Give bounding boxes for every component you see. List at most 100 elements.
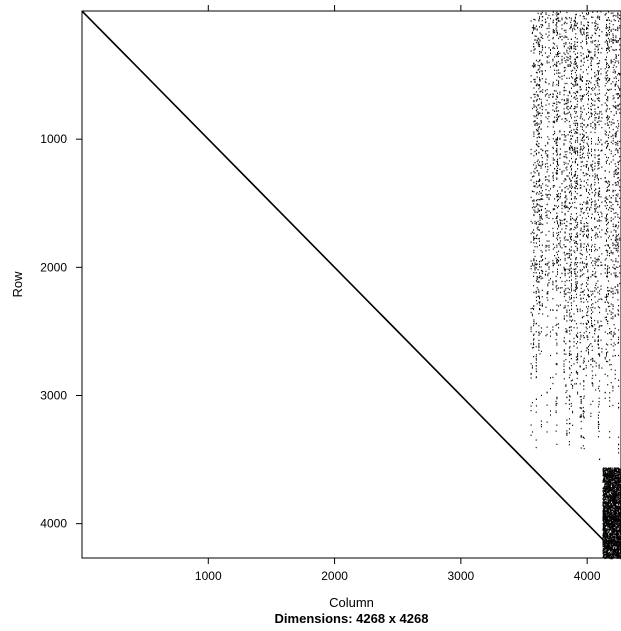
nonzero-entry <box>596 63 598 65</box>
nonzero-entry <box>533 308 535 310</box>
nonzero-entry <box>567 257 569 259</box>
nonzero-entry <box>561 134 563 136</box>
nonzero-entry <box>599 141 601 143</box>
nonzero-entry <box>531 431 533 433</box>
nonzero-entry <box>606 522 608 524</box>
nonzero-entry <box>533 258 535 260</box>
nonzero-entry <box>585 174 587 176</box>
nonzero-entry <box>594 217 596 219</box>
nonzero-entry <box>579 187 581 189</box>
nonzero-entry <box>586 266 587 268</box>
nonzero-entry <box>557 13 558 15</box>
nonzero-entry <box>573 20 575 22</box>
nonzero-entry <box>587 136 589 138</box>
nonzero-entry <box>531 402 533 404</box>
nonzero-entry <box>597 258 599 260</box>
nonzero-entry <box>552 162 554 164</box>
nonzero-entry <box>610 333 612 335</box>
nonzero-entry <box>597 16 599 18</box>
nonzero-entry <box>540 269 542 272</box>
nonzero-entry <box>530 268 532 270</box>
nonzero-entry <box>548 244 550 247</box>
nonzero-entry <box>563 218 565 221</box>
nonzero-entry <box>574 141 576 143</box>
nonzero-entry <box>606 34 608 37</box>
nonzero-entry <box>604 301 606 303</box>
nonzero-entry <box>572 202 574 204</box>
nonzero-entry <box>540 232 542 234</box>
nonzero-entry <box>534 27 536 29</box>
nonzero-entry <box>603 509 605 511</box>
nonzero-entry <box>577 100 579 102</box>
nonzero-entry <box>554 198 556 200</box>
nonzero-entry <box>588 13 589 15</box>
nonzero-entry <box>533 275 535 277</box>
nonzero-entry <box>609 201 611 203</box>
nonzero-entry <box>583 416 585 418</box>
nonzero-entry <box>569 92 571 94</box>
nonzero-entry <box>557 190 558 192</box>
nonzero-entry <box>586 80 587 82</box>
nonzero-entry <box>567 108 569 111</box>
nonzero-entry <box>552 47 554 49</box>
nonzero-entry <box>587 319 589 322</box>
nonzero-entry <box>577 132 579 134</box>
nonzero-entry <box>588 145 589 147</box>
nonzero-entry <box>536 76 538 78</box>
nonzero-entry <box>538 88 540 90</box>
nonzero-entry <box>539 123 541 125</box>
nonzero-entry <box>607 189 609 191</box>
nonzero-entry <box>608 79 610 81</box>
nonzero-entry <box>612 105 614 107</box>
nonzero-entry <box>575 281 577 283</box>
nonzero-entry <box>576 38 578 40</box>
nonzero-entry <box>557 268 558 270</box>
nonzero-entry <box>589 344 591 346</box>
nonzero-entry <box>608 252 610 255</box>
nonzero-entry <box>597 23 599 26</box>
nonzero-entry <box>570 275 572 277</box>
nonzero-entry <box>612 296 614 299</box>
nonzero-entry <box>598 367 600 369</box>
nonzero-entry <box>606 505 608 507</box>
nonzero-entry <box>574 383 576 385</box>
nonzero-entry <box>587 336 589 338</box>
nonzero-entry <box>583 180 585 182</box>
nonzero-entry <box>534 64 536 66</box>
nonzero-entry <box>533 26 535 28</box>
nonzero-entry <box>580 334 582 336</box>
nonzero-entry <box>538 349 540 351</box>
nonzero-entry <box>567 287 569 289</box>
nonzero-entry <box>597 406 599 408</box>
nonzero-entry <box>557 215 558 217</box>
nonzero-entry <box>609 532 611 534</box>
nonzero-entry <box>597 260 599 262</box>
nonzero-entry <box>617 41 619 43</box>
nonzero-entry <box>539 132 540 135</box>
nonzero-entry <box>569 265 571 267</box>
nonzero-entry <box>580 227 582 229</box>
nonzero-entry <box>572 217 574 219</box>
nonzero-entry <box>531 262 533 265</box>
nonzero-entry <box>580 161 582 163</box>
nonzero-entry <box>613 342 615 344</box>
nonzero-entry <box>594 250 596 252</box>
nonzero-entry <box>608 538 610 541</box>
nonzero-entry <box>587 338 589 341</box>
nonzero-entry <box>541 70 543 72</box>
nonzero-entry <box>603 479 605 481</box>
nonzero-entry <box>603 525 604 527</box>
nonzero-entry <box>590 56 592 59</box>
nonzero-entry <box>566 157 568 159</box>
nonzero-entry <box>580 98 582 100</box>
nonzero-entry <box>539 297 540 300</box>
nonzero-entry <box>548 14 550 17</box>
nonzero-entry <box>607 481 609 483</box>
nonzero-entry <box>538 112 540 115</box>
nonzero-entry <box>573 85 575 87</box>
nonzero-entry <box>597 427 599 429</box>
nonzero-entry <box>600 111 602 113</box>
nonzero-entry <box>603 517 604 519</box>
nonzero-entry <box>602 552 604 554</box>
nonzero-entry <box>606 546 608 549</box>
